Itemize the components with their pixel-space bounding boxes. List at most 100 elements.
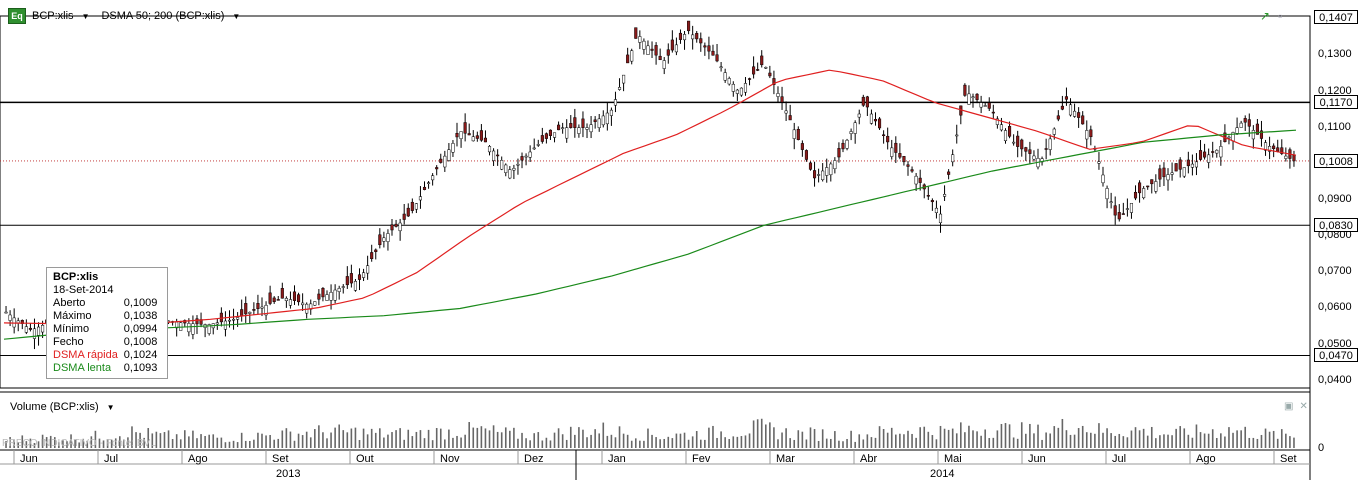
volume-bar (175, 434, 178, 448)
volume-bar (1159, 435, 1161, 448)
candle-body (1073, 110, 1077, 117)
close-icon[interactable]: ✕ (1299, 401, 1308, 412)
volume-bar (1061, 418, 1064, 448)
symbol-dropdown-icon[interactable]: ▼ (81, 11, 90, 21)
candle-body (731, 83, 735, 92)
volume-bar (1150, 426, 1153, 448)
volume-bar (1049, 433, 1051, 448)
volume-bar (159, 433, 162, 448)
volume-bar (614, 437, 617, 448)
candle-body (723, 72, 727, 81)
candle-body (1166, 174, 1170, 181)
chart-top-right-tools: ↗ ▫ (1260, 9, 1282, 23)
volume-bar (960, 422, 962, 448)
candle-body (634, 27, 638, 39)
candle-body (829, 163, 833, 176)
candle-body (910, 169, 914, 172)
volume-bar (444, 439, 446, 448)
candle-body (4, 311, 8, 314)
candle-body (861, 96, 865, 106)
volume-bar (346, 432, 349, 448)
volume-bar (1236, 430, 1238, 448)
volume-bar (1191, 437, 1194, 448)
trend-arrow-icon[interactable]: ↗ (1260, 9, 1271, 23)
candle-body (463, 122, 467, 134)
candle-body (215, 322, 219, 325)
volume-bar (1285, 433, 1287, 448)
volume-bar (106, 439, 109, 448)
candle-body (727, 78, 731, 85)
candle-body (1247, 119, 1251, 127)
candle-body (236, 317, 240, 320)
volume-bar (1004, 423, 1007, 448)
volume-bar (846, 438, 848, 448)
volume-bar (1106, 428, 1108, 448)
volume-bar (98, 438, 101, 448)
volume-bar (1207, 433, 1210, 448)
volume-bar (541, 440, 544, 448)
volume-bar (379, 428, 381, 448)
candle-body (918, 177, 922, 183)
indicator-selector[interactable]: DSMA 50; 200 (BCP:xlis) (101, 10, 225, 22)
maximize-icon[interactable]: ▫ (1278, 9, 1283, 23)
candle-body (804, 150, 808, 160)
candle-body (760, 55, 764, 66)
volume-bar (167, 430, 170, 448)
volume-bar (890, 427, 893, 448)
candle-body (552, 132, 557, 138)
volume-bar (1012, 437, 1015, 448)
candle-body (622, 74, 626, 84)
volume-bar (188, 436, 190, 448)
volume-bar (1016, 438, 1019, 448)
volume-bar (309, 437, 312, 448)
candle-body (1211, 151, 1215, 153)
volume-bar (1057, 427, 1060, 448)
volume-bar (838, 440, 840, 448)
candle-body (8, 314, 12, 321)
volume-bar (878, 426, 881, 448)
volume-selector[interactable]: Volume (BCP:xlis) (10, 401, 99, 413)
x-month-label: Set (1280, 453, 1297, 465)
volume-dropdown-icon[interactable]: ▼ (106, 402, 115, 412)
volume-bar (139, 432, 141, 448)
volume-bar (366, 434, 369, 448)
candle-body (963, 84, 967, 96)
candle-body (24, 326, 28, 333)
volume-bar (500, 432, 503, 448)
candle-body (1215, 149, 1219, 154)
volume-bar (293, 440, 296, 448)
volume-bar (261, 433, 263, 448)
equity-icon[interactable]: Eq (8, 8, 26, 24)
volume-bar (712, 425, 714, 448)
candle-body (707, 45, 711, 52)
candle-body (678, 32, 683, 40)
symbol-selector[interactable]: BCP:xlis (32, 10, 74, 22)
legend-row: DSMA lenta 0,1093 (53, 362, 167, 375)
candle-body (1028, 149, 1032, 154)
candle-body (207, 324, 211, 334)
volume-bar (525, 438, 527, 448)
indicator-dropdown-icon[interactable]: ▼ (232, 11, 241, 21)
volume-bar (724, 437, 726, 448)
volume-bar (667, 436, 670, 448)
volume-bar (769, 422, 771, 448)
volume-bar (289, 431, 292, 448)
volume-bar (968, 425, 970, 448)
volume-bar (1175, 428, 1177, 448)
candle-body (1198, 150, 1203, 160)
candle-body (1003, 130, 1008, 142)
restore-icon[interactable]: ▣ (1284, 401, 1294, 412)
candle-body (435, 167, 439, 170)
volume-bar (813, 429, 816, 448)
volume-bar (452, 437, 454, 448)
volume-bar (634, 438, 637, 448)
x-month-label: Mar (776, 453, 795, 465)
candle-body (756, 69, 760, 71)
candle-body (483, 137, 488, 143)
volume-bar (326, 438, 328, 448)
candle-body (561, 127, 565, 129)
volume-bar (801, 431, 804, 448)
volume-bar (1098, 423, 1100, 448)
volume-bar (249, 440, 251, 448)
